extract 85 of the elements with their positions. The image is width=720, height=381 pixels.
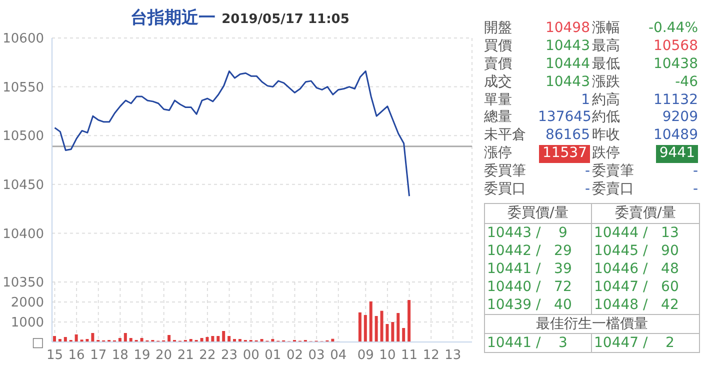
text: 10441 / 3: [485, 334, 592, 352]
y-tick-label: □: [32, 336, 44, 351]
y-tick-label: 10550: [2, 80, 44, 96]
text: 約高: [592, 92, 621, 110]
text: 10442 / 29: [485, 242, 592, 260]
text: -46: [674, 74, 698, 92]
text: -: [584, 163, 590, 182]
text: 10448 / 42: [593, 296, 680, 314]
text: 未平倉: [484, 127, 527, 146]
text: 10447 / 60: [593, 278, 680, 296]
text: 最高: [592, 38, 621, 56]
text: 9209: [661, 109, 698, 128]
text: 10443: [544, 74, 590, 92]
text: 10446 / 48: [593, 260, 680, 278]
x-tick-label: 09: [357, 348, 374, 364]
text: 10568: [652, 38, 698, 56]
text: 委買筆: [484, 163, 527, 181]
text: 10444 / 13: [593, 224, 680, 242]
text: 總量: [484, 109, 513, 128]
text: 10489: [652, 127, 698, 146]
text: 11132: [652, 92, 698, 110]
chart-title: 台指期近一: [130, 8, 216, 28]
text: 跌停: [592, 145, 621, 163]
text: 單量: [484, 92, 513, 110]
y-tick-label: 10500: [2, 129, 44, 144]
text: 10440 / 72: [485, 278, 592, 296]
text: 9441: [656, 145, 698, 164]
x-tick-label: 15: [46, 348, 63, 364]
text: 委買口: [484, 181, 527, 199]
text: 昨收: [592, 127, 621, 146]
x-tick-label: 17: [90, 348, 107, 364]
text: 10438: [652, 56, 698, 74]
text: 委買價/量: [485, 204, 592, 223]
text: 最低: [592, 56, 621, 74]
x-tick-label: 16: [68, 348, 85, 364]
text: 1: [580, 92, 590, 110]
y-tick-label: 10600: [2, 32, 44, 47]
text: 漲跌: [592, 74, 621, 92]
text: 漲幅: [592, 20, 621, 38]
text: 10498: [544, 20, 590, 38]
x-tick-label: 21: [177, 348, 194, 364]
text: 10443 / 9: [485, 224, 592, 242]
x-tick-label: 23: [221, 348, 238, 364]
x-tick-label: 13: [444, 348, 462, 364]
text: 委賣價/量: [614, 204, 677, 223]
x-tick-label: 18: [112, 348, 128, 364]
text: 賣價: [484, 56, 513, 74]
text: 11537: [539, 145, 590, 164]
text: 10447 / 2: [593, 334, 676, 352]
text: 137645: [538, 109, 592, 128]
text: 最佳衍生一檔價量: [485, 314, 699, 334]
x-tick-label: 11: [401, 348, 418, 364]
text: 約低: [592, 109, 621, 128]
text: 10443: [544, 38, 590, 56]
text: 10439 / 40: [485, 296, 592, 314]
text: 委賣口: [592, 181, 635, 199]
text: -: [692, 163, 698, 182]
x-tick-label: 19: [134, 348, 150, 364]
x-tick-label: 22: [199, 348, 216, 364]
text: 委賣筆: [592, 163, 635, 181]
y-tick-label: 1000: [10, 316, 44, 331]
text: -: [584, 181, 590, 199]
text: 10444: [544, 56, 590, 74]
y-tick-label: 10400: [2, 226, 44, 242]
x-tick-label: 02: [286, 348, 303, 364]
x-tick-label: 12: [422, 348, 440, 364]
text: 成交: [484, 74, 513, 92]
x-tick-label: 20: [156, 348, 172, 364]
y-tick-label: 2000: [10, 296, 44, 311]
chart-subtitle: 2019/05/17 11:05: [222, 12, 350, 27]
text: 買價: [484, 38, 513, 56]
x-tick-label: 01: [264, 348, 282, 364]
y-tick-label: 10450: [2, 178, 44, 194]
x-tick-label: 04: [330, 348, 347, 364]
x-tick-label: 00: [242, 348, 260, 364]
text: 10445 / 90: [593, 242, 680, 260]
text: 10441 / 39: [485, 260, 592, 278]
y-tick-label: 10350: [2, 276, 44, 291]
x-tick-label: 10: [379, 348, 396, 364]
text: 開盤: [484, 20, 513, 38]
text: -: [692, 181, 698, 199]
text: 漲停: [484, 145, 513, 163]
text: -0.44%: [647, 20, 698, 38]
text: 86165: [544, 127, 590, 146]
x-tick-label: 03: [308, 348, 325, 364]
